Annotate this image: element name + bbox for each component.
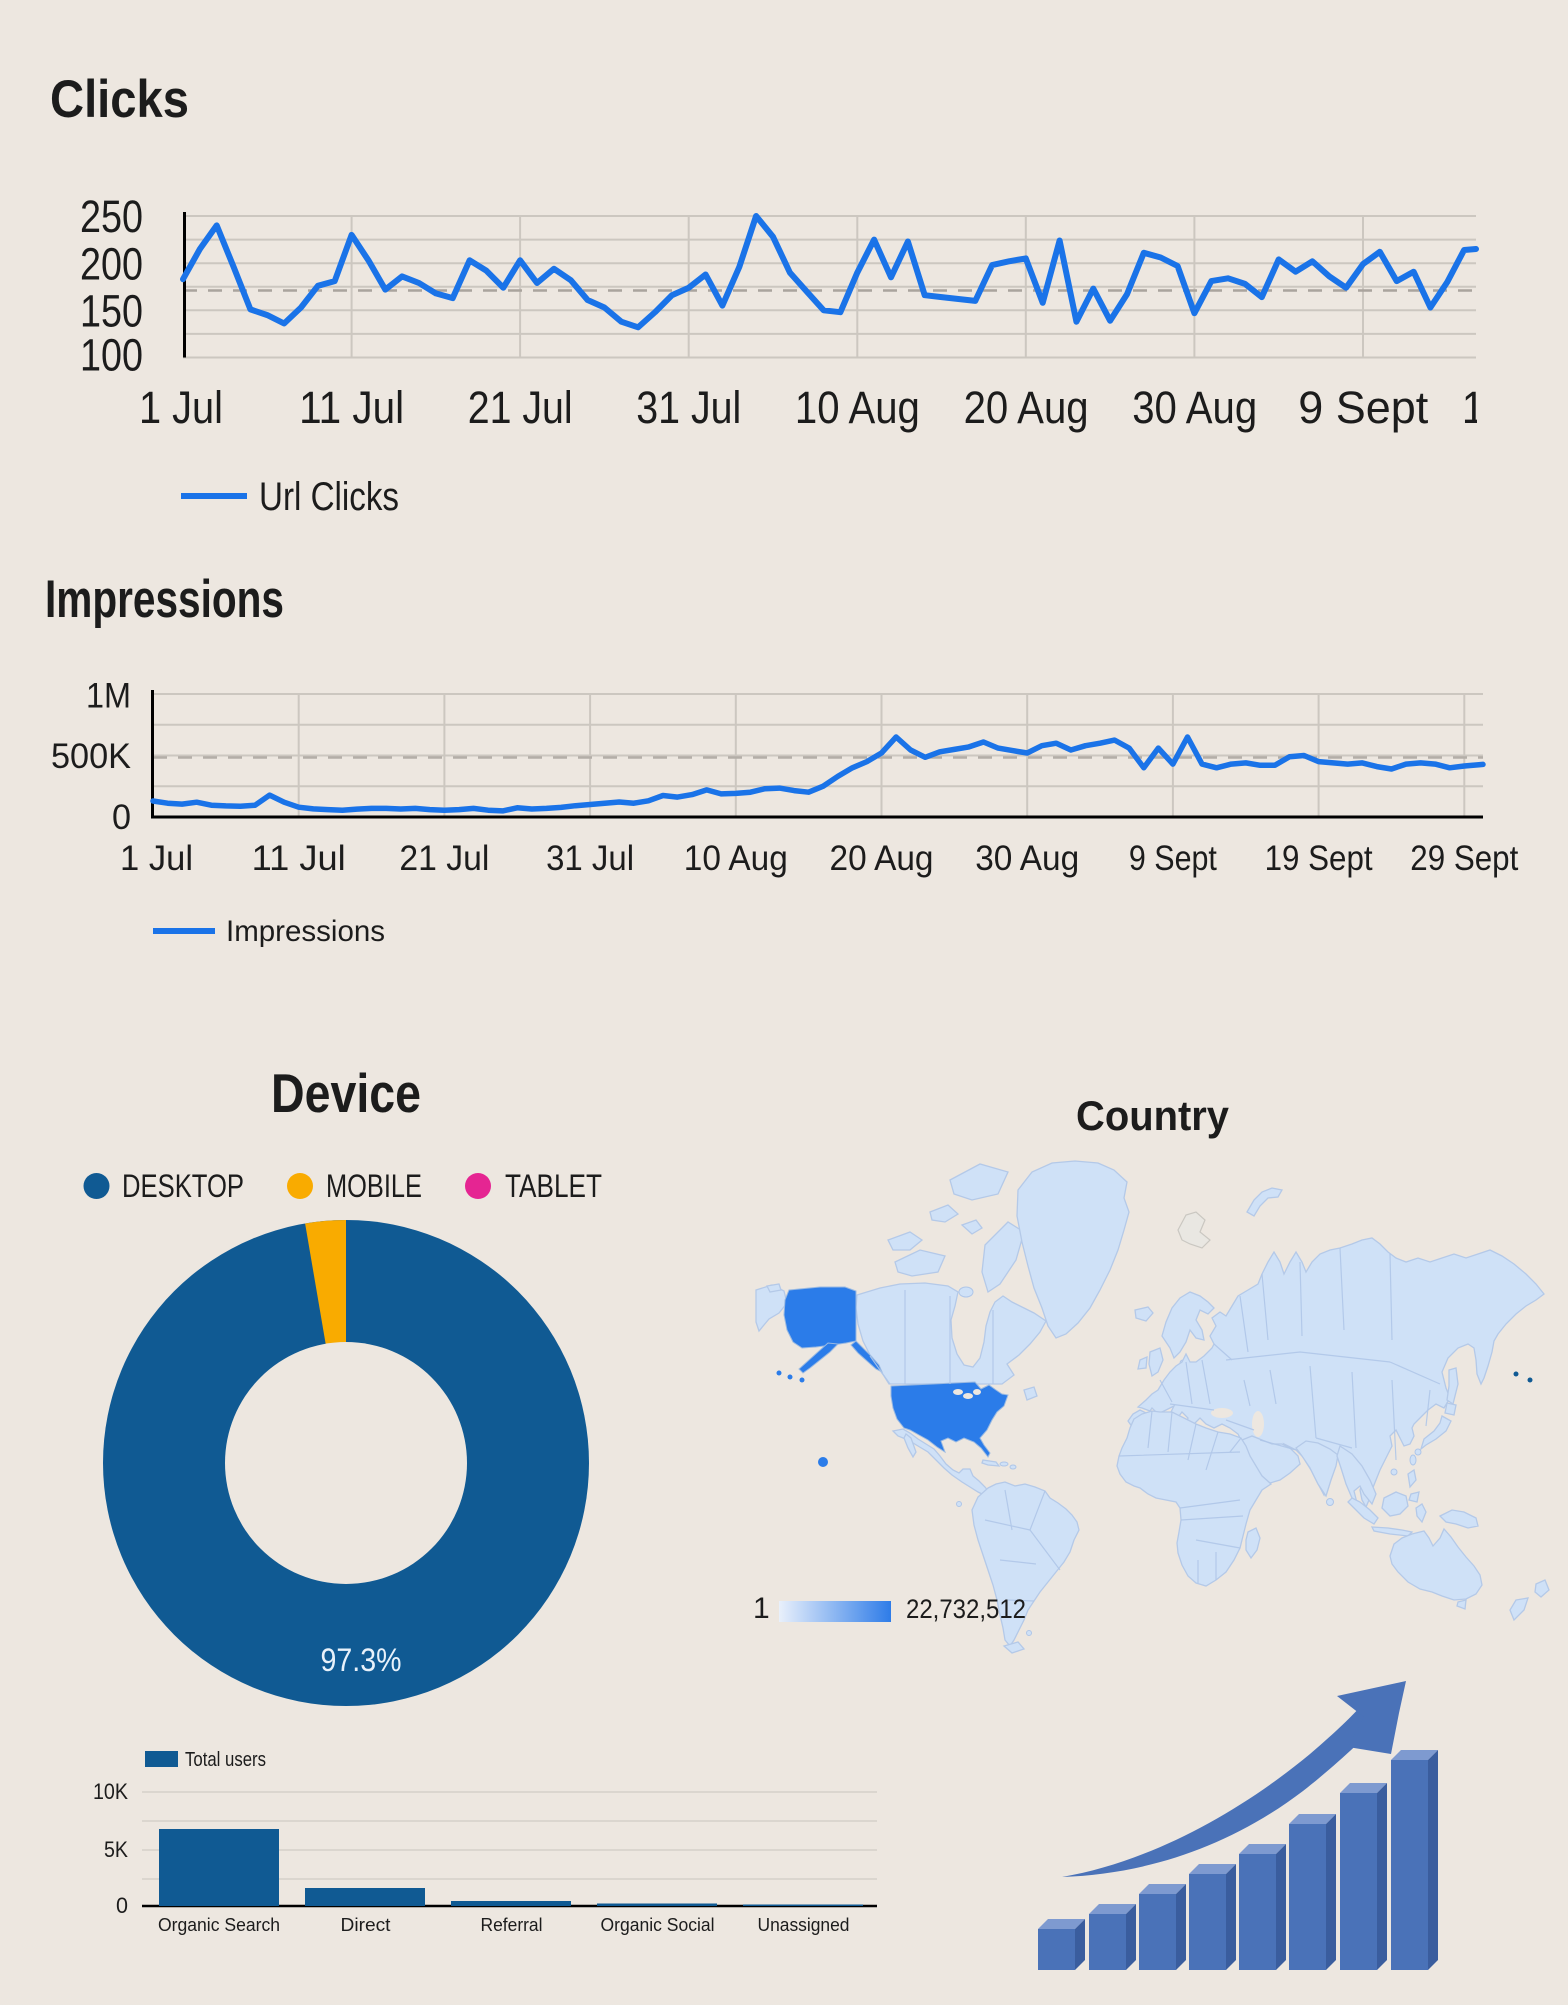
svg-text:1 Jul: 1 Jul xyxy=(139,382,223,433)
svg-text:10K: 10K xyxy=(93,1779,128,1804)
svg-text:1 Jul: 1 Jul xyxy=(120,839,193,878)
svg-text:Country: Country xyxy=(1076,1092,1230,1139)
svg-text:22,732,512: 22,732,512 xyxy=(906,1594,1026,1624)
svg-text:30 Aug: 30 Aug xyxy=(975,839,1079,878)
svg-text:1: 1 xyxy=(753,1592,770,1625)
svg-text:20 Aug: 20 Aug xyxy=(964,382,1089,433)
svg-text:19 Sept: 19 Sept xyxy=(1265,839,1373,878)
svg-text:200: 200 xyxy=(80,239,143,290)
svg-text:5K: 5K xyxy=(104,1837,128,1862)
svg-text:0: 0 xyxy=(112,798,131,837)
svg-text:Device: Device xyxy=(271,1062,421,1124)
svg-text:Impressions: Impressions xyxy=(226,915,385,948)
svg-text:0: 0 xyxy=(116,1893,128,1918)
svg-text:Clicks: Clicks xyxy=(50,70,189,129)
svg-text:TABLET: TABLET xyxy=(505,1168,602,1204)
svg-text:11 Jul: 11 Jul xyxy=(252,839,346,878)
svg-text:1M: 1M xyxy=(86,677,131,716)
svg-text:Total users: Total users xyxy=(185,1749,266,1771)
svg-text:Impressions: Impressions xyxy=(45,570,284,629)
svg-text:11 Jul: 11 Jul xyxy=(299,382,404,433)
svg-text:100: 100 xyxy=(80,330,143,381)
svg-text:Direct: Direct xyxy=(341,1915,391,1935)
svg-text:10 Aug: 10 Aug xyxy=(795,382,920,433)
svg-text:21 Jul: 21 Jul xyxy=(468,382,573,433)
svg-text:Url Clicks: Url Clicks xyxy=(259,475,399,519)
svg-text:31 Jul: 31 Jul xyxy=(636,382,741,433)
svg-text:9 Sept: 9 Sept xyxy=(1129,839,1217,878)
svg-text:21 Jul: 21 Jul xyxy=(399,839,489,878)
svg-text:97.3%: 97.3% xyxy=(321,1642,402,1678)
svg-text:9 Sept: 9 Sept xyxy=(1298,382,1428,433)
svg-text:Unassigned: Unassigned xyxy=(758,1915,850,1935)
svg-text:20 Aug: 20 Aug xyxy=(830,839,934,878)
svg-text:10 Aug: 10 Aug xyxy=(684,839,788,878)
svg-text:DESKTOP: DESKTOP xyxy=(122,1168,244,1204)
svg-text:MOBILE: MOBILE xyxy=(326,1168,422,1204)
svg-text:Organic Social: Organic Social xyxy=(601,1915,715,1935)
svg-text:31 Jul: 31 Jul xyxy=(546,839,634,878)
svg-text:29 Sept: 29 Sept xyxy=(1410,839,1518,878)
svg-text:150: 150 xyxy=(80,285,143,336)
svg-text:500K: 500K xyxy=(51,737,131,776)
svg-text:250: 250 xyxy=(80,191,143,242)
svg-text:30 Aug: 30 Aug xyxy=(1132,382,1257,433)
svg-text:Organic Search: Organic Search xyxy=(158,1915,280,1935)
svg-text:Referral: Referral xyxy=(481,1915,543,1935)
svg-text:19 Sept: 19 Sept xyxy=(1462,382,1568,433)
